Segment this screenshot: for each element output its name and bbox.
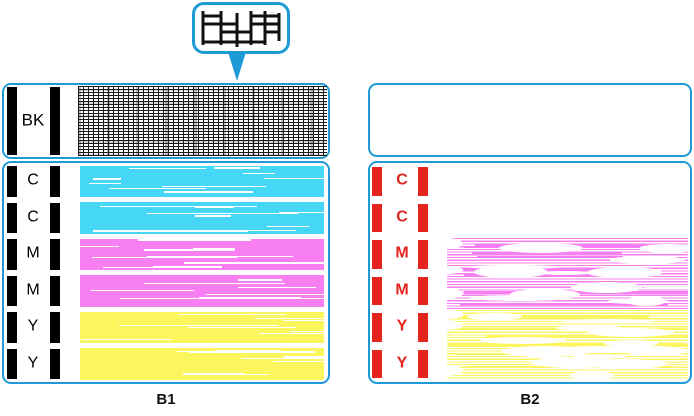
ink-row-label-bk: BK — [21, 110, 45, 130]
ink-row: M — [4, 273, 328, 310]
ink-bar — [50, 312, 60, 343]
b1-rows: C C M M Y Y — [4, 163, 328, 382]
ink-bar — [50, 87, 60, 155]
ink-bar — [50, 275, 60, 306]
printed-pattern-band — [80, 238, 324, 270]
ink-row: C — [4, 163, 328, 200]
ink-bar — [372, 276, 382, 305]
ink-bar — [7, 202, 17, 233]
ink-bar — [372, 240, 382, 269]
ink-row-label: Y — [396, 354, 408, 372]
b1-black-section: BK — [2, 83, 330, 159]
ink-bar — [418, 313, 428, 342]
ink-row: Y — [4, 309, 328, 346]
ink-bar — [418, 203, 428, 232]
printed-pattern-band — [80, 348, 324, 380]
printed-pattern-band — [80, 165, 324, 197]
ink-row-label: Y — [396, 317, 408, 335]
ink-row: Y — [370, 346, 690, 383]
ink-row-label: C — [396, 208, 408, 226]
ink-bar — [50, 348, 60, 379]
ink-bar — [50, 202, 60, 233]
b1-color-section: C C M M Y Y — [2, 161, 330, 384]
callout-pointer — [228, 52, 246, 81]
caption-b1: B1 — [156, 391, 176, 408]
printed-pattern-band — [80, 202, 324, 234]
ink-bar — [50, 239, 60, 270]
ink-row-label: M — [395, 244, 409, 262]
ink-row-label: M — [26, 244, 40, 262]
ink-row-label: C — [27, 171, 39, 189]
ink-bar — [7, 239, 17, 270]
printed-pattern-band — [80, 275, 324, 307]
ink-row: C — [370, 200, 690, 237]
ink-bar — [7, 166, 17, 197]
magnifier-callout — [192, 2, 290, 54]
ink-bar — [372, 313, 382, 342]
ink-bar — [418, 276, 428, 305]
nozzle-grid-icon — [201, 11, 281, 47]
ink-bar — [372, 167, 382, 196]
ink-row-label: C — [27, 208, 39, 226]
ink-bar — [418, 240, 428, 269]
ink-bar — [50, 166, 60, 197]
ink-row: C — [370, 163, 690, 200]
ink-row: M — [370, 273, 690, 310]
b2-black-section-empty — [368, 83, 692, 157]
caption-b2: B2 — [520, 391, 540, 408]
ink-bar — [418, 167, 428, 196]
ink-row: M — [4, 236, 328, 273]
ink-bar — [7, 87, 17, 155]
ink-bar — [372, 203, 382, 232]
b2-color-section: C C M M Y Y — [368, 161, 692, 384]
ink-bar — [7, 312, 17, 343]
printed-pattern-band — [80, 311, 324, 343]
ink-row-label: C — [396, 171, 408, 189]
ink-bar — [7, 348, 17, 379]
ink-row: Y — [4, 346, 328, 383]
b2-rows: C C M M Y Y — [370, 163, 690, 382]
ink-bar — [7, 275, 17, 306]
ink-bar — [418, 349, 428, 378]
ink-row: M — [370, 236, 690, 273]
ink-row-label: Y — [27, 354, 39, 372]
ink-row-label: M — [26, 281, 40, 299]
ink-row: Y — [370, 309, 690, 346]
ink-row: C — [4, 200, 328, 237]
ink-row-label: M — [395, 281, 409, 299]
ink-row-label: Y — [27, 317, 39, 335]
degraded-pattern-magenta — [447, 238, 688, 309]
ink-bar — [372, 349, 382, 378]
black-nozzle-check-grid — [78, 86, 327, 156]
degraded-pattern-yellow — [447, 310, 688, 380]
